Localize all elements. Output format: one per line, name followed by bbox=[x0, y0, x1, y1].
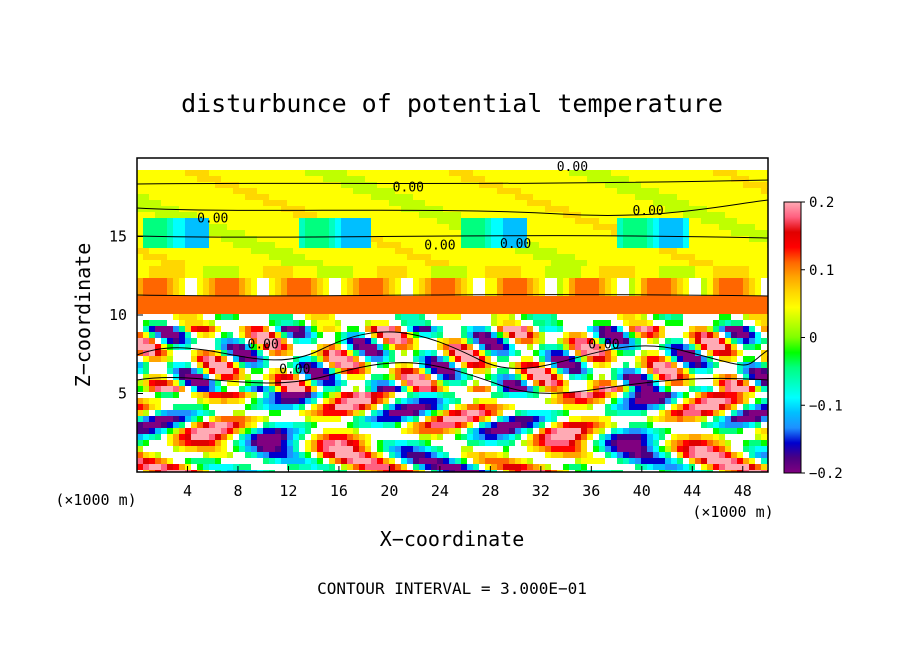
x-tick-label: 20 bbox=[380, 482, 398, 500]
x-tick-label: 32 bbox=[532, 482, 550, 500]
contour-line bbox=[137, 331, 768, 370]
contour-labels: 0.000.000.000.000.00 0.000.000.000.00 bbox=[197, 160, 664, 378]
contour-label: 0.00 bbox=[393, 180, 424, 195]
x-axis-label: X−coordinate bbox=[380, 527, 525, 551]
contour-line bbox=[137, 362, 768, 394]
contour-label: 0.00 bbox=[424, 238, 455, 253]
contour-label: 0.00 bbox=[197, 212, 228, 227]
x-tick-label: 36 bbox=[582, 482, 600, 500]
y-tick-label: 10 bbox=[109, 306, 127, 324]
colorbar-tick-label: −0.2 bbox=[809, 466, 843, 482]
heatmap-field bbox=[137, 170, 768, 472]
y-tick-label: 15 bbox=[109, 228, 127, 246]
y-axis-label: Z−coordinate bbox=[71, 243, 95, 388]
x-unit-right: (×1000 m) bbox=[692, 503, 773, 521]
contour-label: 0.00 bbox=[500, 237, 531, 252]
contour-label: 0.00 bbox=[279, 362, 310, 377]
x-tick-label: 8 bbox=[233, 482, 242, 500]
x-axis: 4 8 12 16 20 24 28 32 36 40 44 48 bbox=[183, 466, 752, 500]
x-tick-label: 16 bbox=[330, 482, 348, 500]
y-axis: 5 10 15 bbox=[109, 228, 143, 403]
x-tick-label: 44 bbox=[683, 482, 701, 500]
x-tick-label: 4 bbox=[183, 482, 192, 500]
x-tick-label: 48 bbox=[734, 482, 752, 500]
x-tick-label: 12 bbox=[279, 482, 297, 500]
x-tick-label: 24 bbox=[431, 482, 449, 500]
x-unit-left: (×1000 m) bbox=[55, 491, 136, 509]
x-tick-label: 28 bbox=[481, 482, 499, 500]
contour-line bbox=[137, 179, 768, 185]
contour-line bbox=[137, 235, 768, 239]
colorbar-bar bbox=[783, 201, 802, 474]
colorbar-tick-label: 0.1 bbox=[809, 263, 834, 279]
contour-line bbox=[137, 294, 768, 297]
colorbar: 0.2 0.1 0 −0.1 −0.2 bbox=[783, 195, 843, 482]
contour-label: 0.00 bbox=[557, 160, 588, 175]
contour-lines bbox=[137, 179, 768, 394]
colorbar-tick-label: 0.2 bbox=[809, 195, 834, 211]
x-tick-label: 40 bbox=[633, 482, 651, 500]
contour-label: 0.00 bbox=[248, 337, 279, 352]
contour-line bbox=[137, 199, 768, 216]
plot-area: 0.000.000.000.000.00 0.000.000.000.00 bbox=[137, 158, 768, 472]
chart-title: disturbunce of potential temperature bbox=[181, 89, 723, 118]
colorbar-tick-label: 0 bbox=[809, 331, 817, 347]
contour-label: 0.00 bbox=[588, 337, 619, 352]
contour-interval-note: CONTOUR INTERVAL = 3.000E−01 bbox=[317, 579, 587, 598]
y-tick-label: 5 bbox=[118, 385, 127, 403]
colorbar-tick-label: −0.1 bbox=[809, 398, 843, 414]
contour-label: 0.00 bbox=[632, 204, 663, 219]
colorbar-ticks: 0.2 0.1 0 −0.1 −0.2 bbox=[801, 195, 843, 482]
